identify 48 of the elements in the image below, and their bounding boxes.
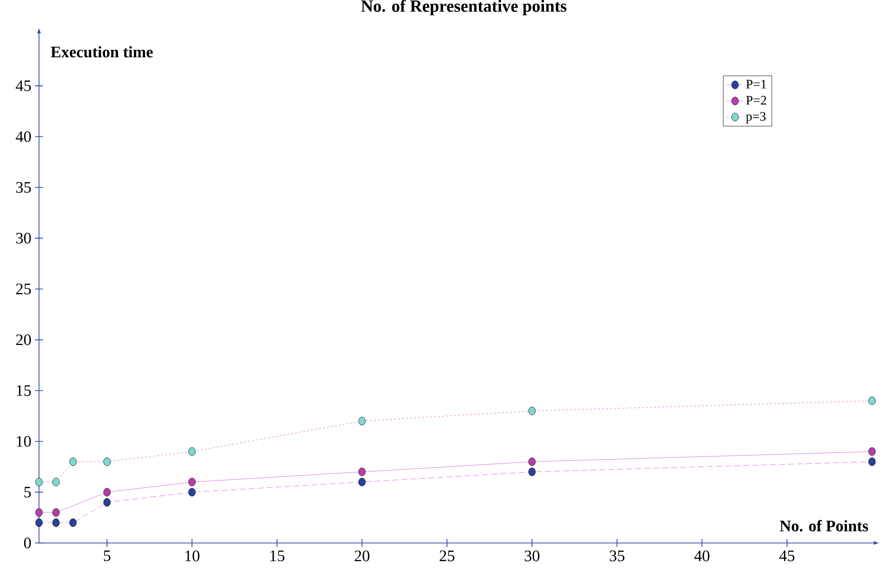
point bbox=[358, 478, 366, 486]
x-tick-label: 40 bbox=[694, 550, 710, 562]
x-tick-label: 5 bbox=[104, 550, 110, 562]
x-tick-label: 30 bbox=[524, 550, 540, 562]
x-tick-label: 35 bbox=[610, 550, 624, 562]
point bbox=[52, 508, 60, 517]
legend-label: P=1 bbox=[746, 80, 766, 88]
point bbox=[188, 447, 196, 456]
point bbox=[358, 416, 366, 426]
point bbox=[868, 458, 876, 466]
point bbox=[35, 518, 43, 527]
chart-title: No. of Representative points bbox=[361, 0, 566, 16]
y-tick-label: 20 bbox=[16, 334, 31, 346]
point bbox=[528, 406, 536, 416]
point bbox=[52, 478, 60, 486]
x-tick-label: 15 bbox=[270, 550, 284, 562]
point bbox=[103, 458, 111, 466]
point bbox=[35, 508, 43, 517]
y-axis-title: Execution time bbox=[50, 46, 153, 58]
point bbox=[188, 488, 196, 496]
y-tick-label: 45 bbox=[16, 80, 31, 92]
point bbox=[528, 468, 536, 476]
point bbox=[35, 478, 43, 486]
legend-label: p=3 bbox=[746, 112, 766, 124]
x-tick-label: 10 bbox=[185, 550, 200, 562]
y-tick-label: 0 bbox=[24, 538, 31, 548]
y-tick-label: 35 bbox=[16, 182, 31, 193]
legend-label: P=2 bbox=[746, 96, 766, 105]
x-axis-title: No. of Points bbox=[780, 520, 868, 532]
y-tick-label: 25 bbox=[16, 284, 31, 294]
point bbox=[103, 488, 111, 496]
y-tick-label: 10 bbox=[16, 436, 31, 447]
y-tick-label: 30 bbox=[16, 232, 31, 244]
y-tick-label: 5 bbox=[24, 486, 31, 498]
point bbox=[868, 447, 876, 456]
point bbox=[868, 396, 876, 405]
x-tick-label: 45 bbox=[779, 550, 794, 562]
y-tick-label: 15 bbox=[16, 385, 31, 396]
x-tick-label: 25 bbox=[440, 550, 454, 562]
y-tick-label: 40 bbox=[16, 131, 31, 142]
point bbox=[52, 518, 60, 527]
point bbox=[358, 468, 366, 476]
point bbox=[69, 458, 77, 466]
point bbox=[528, 458, 536, 466]
point bbox=[103, 498, 111, 507]
x-tick-label: 20 bbox=[354, 550, 370, 562]
point bbox=[69, 518, 77, 527]
point bbox=[188, 478, 196, 486]
